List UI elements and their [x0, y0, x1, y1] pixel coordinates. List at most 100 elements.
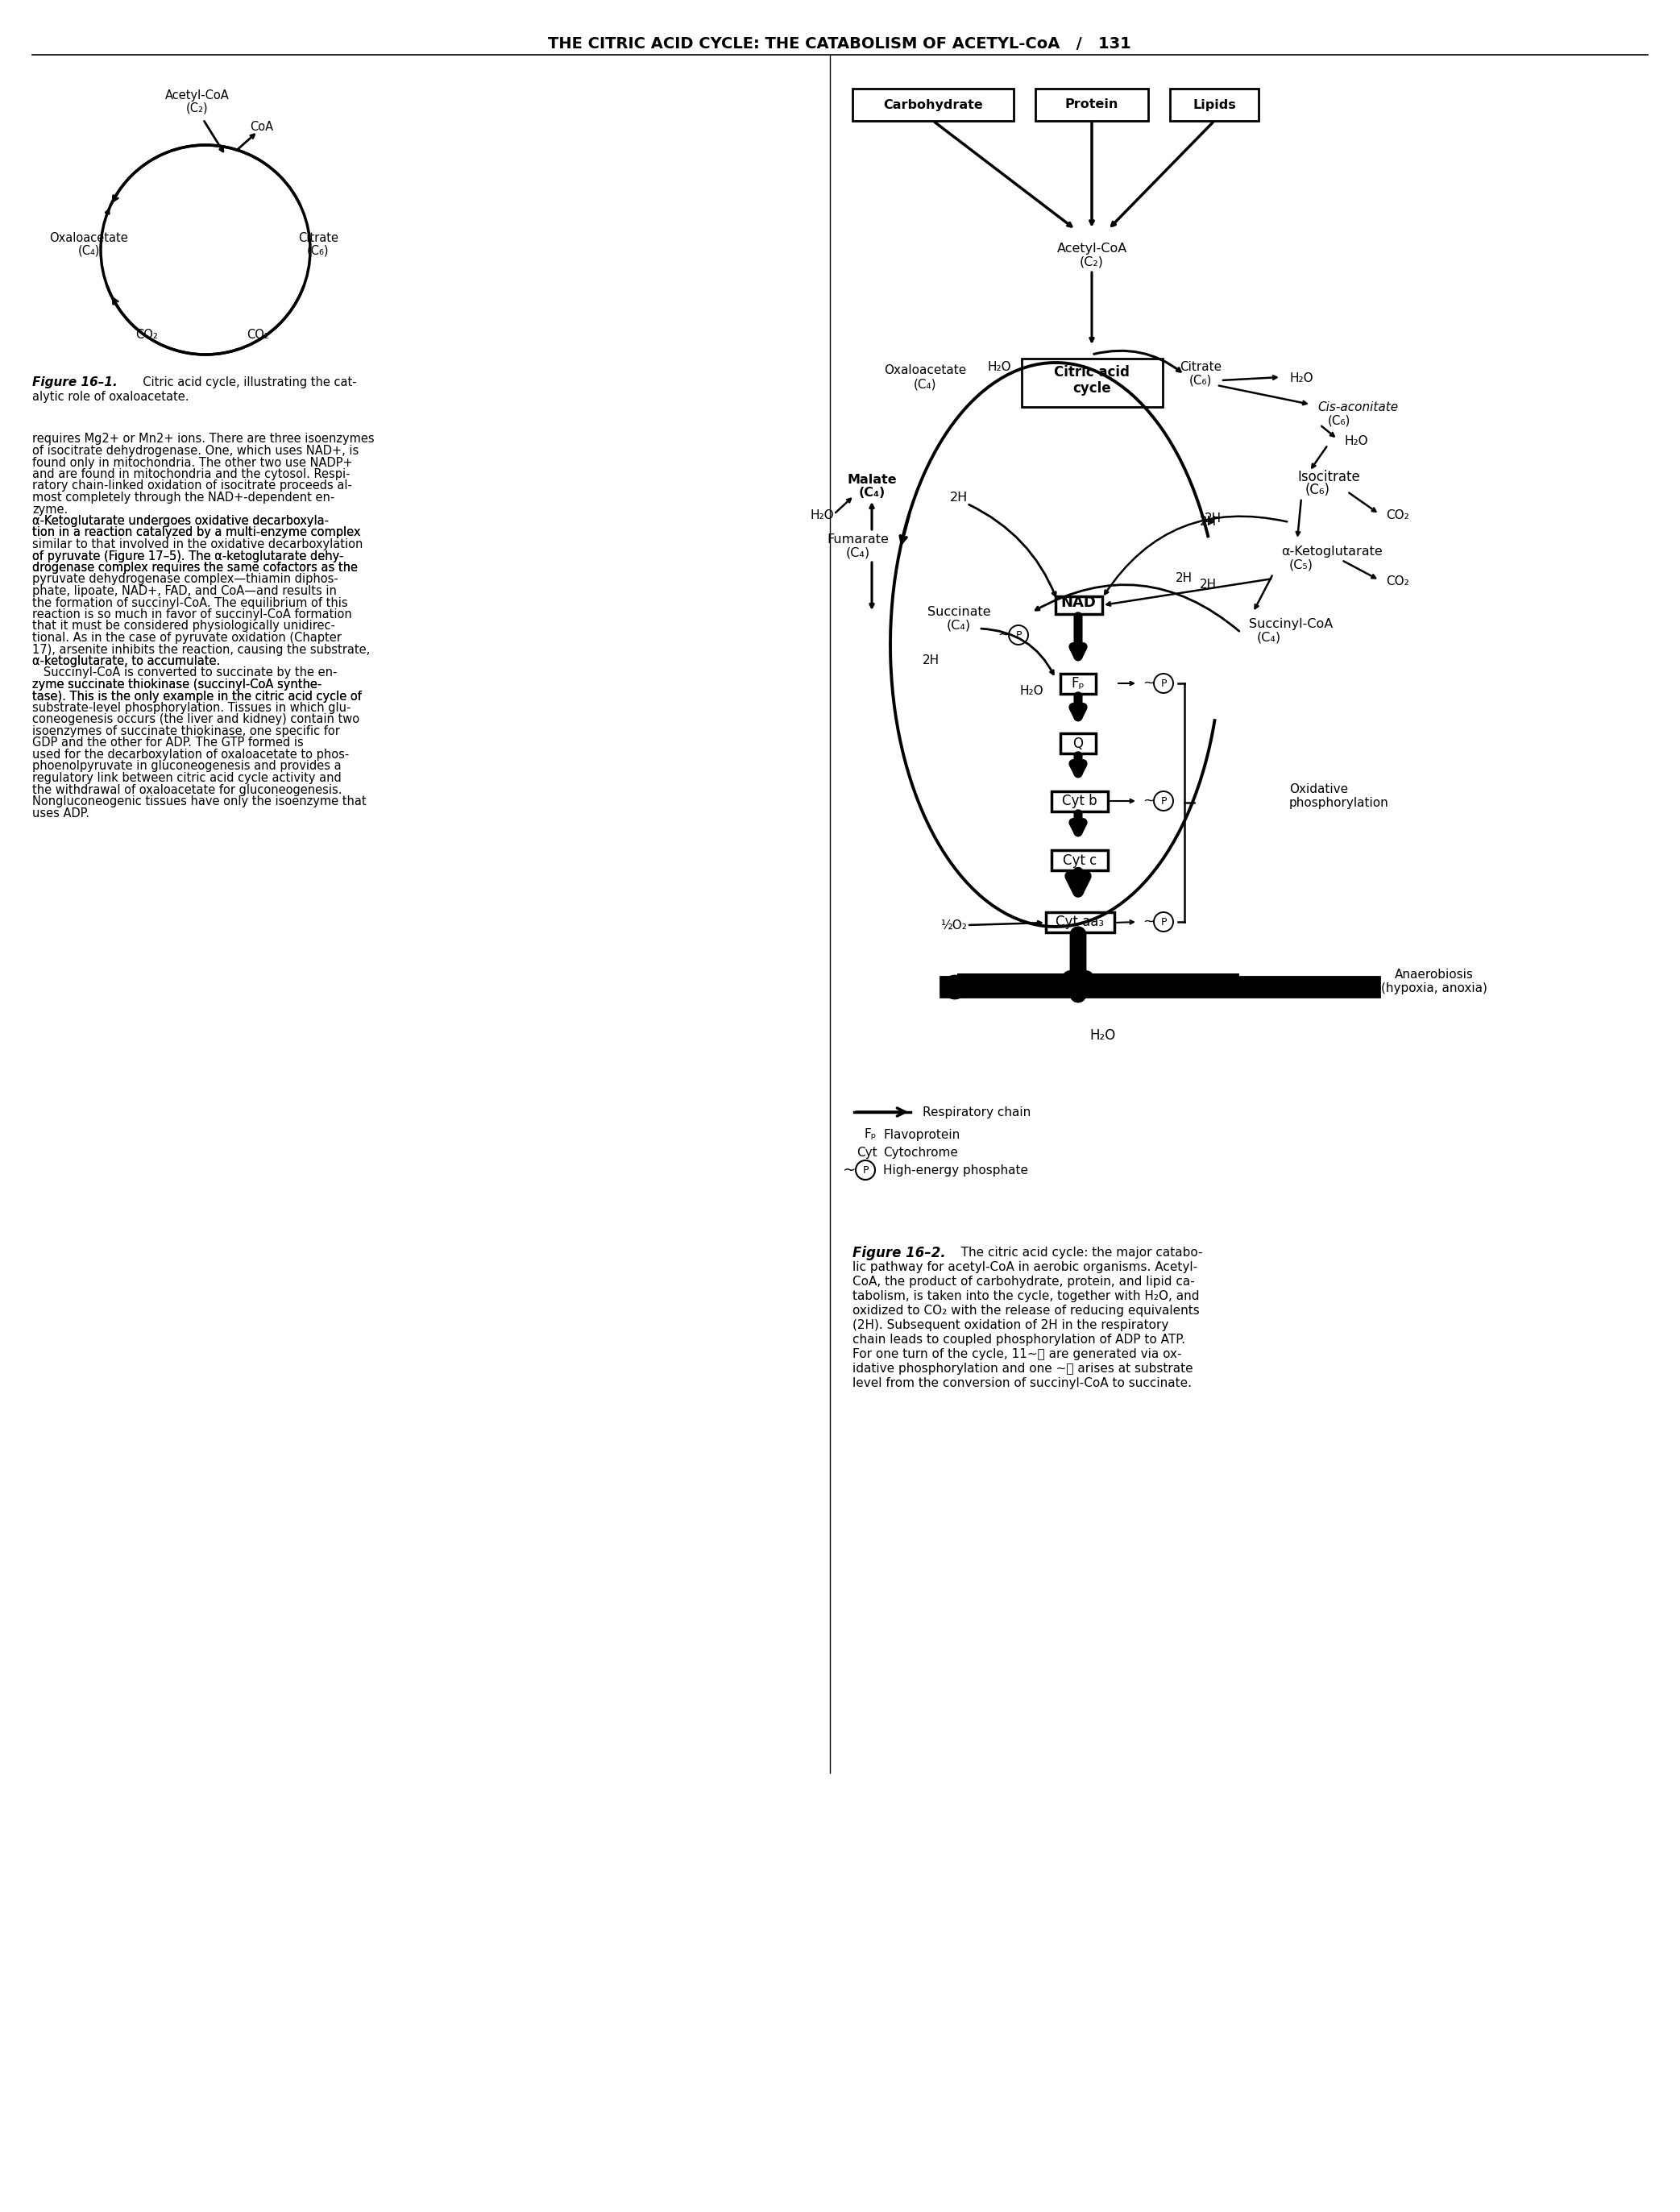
Text: Lipids: Lipids	[1193, 100, 1236, 111]
Text: 2H: 2H	[922, 655, 939, 666]
Bar	[1060, 675, 1095, 695]
Text: Cytochrome: Cytochrome	[884, 1146, 958, 1159]
Text: α-ketoglutarate, to accumulate.: α-ketoglutarate, to accumulate.	[32, 655, 220, 668]
Text: The citric acid cycle: the major catabo-: The citric acid cycle: the major catabo-	[949, 1248, 1203, 1259]
Text: P: P	[862, 1166, 869, 1175]
Text: 2H: 2H	[1200, 580, 1216, 591]
Text: of pyruvate (Figure 17–5). The α-ketoglutarate dehy-: of pyruvate (Figure 17–5). The α-ketoglu…	[32, 551, 343, 562]
Text: Acetyl-CoA: Acetyl-CoA	[1057, 241, 1127, 254]
Text: ~: ~	[843, 1164, 855, 1177]
Text: H₂O: H₂O	[1344, 436, 1368, 447]
Text: (C₂): (C₂)	[1080, 257, 1104, 268]
Text: of pyruvate (Figure 17–5). The α-ketoglutarate dehy-: of pyruvate (Figure 17–5). The α-ketoglu…	[32, 551, 343, 562]
Text: regulatory link between citric acid cycle activity and: regulatory link between citric acid cycl…	[32, 772, 341, 783]
Text: (2H). Subsequent oxidation of 2H in the respiratory: (2H). Subsequent oxidation of 2H in the …	[852, 1321, 1169, 1332]
Text: ½O₂: ½O₂	[941, 918, 968, 931]
Text: (C₄): (C₄)	[948, 619, 971, 630]
Bar	[1052, 849, 1107, 869]
Text: Cyt b: Cyt b	[1062, 794, 1097, 807]
Text: substrate-level phosphorylation. Tissues in which glu-: substrate-level phosphorylation. Tissues…	[32, 701, 351, 714]
Text: uses ADP.: uses ADP.	[32, 807, 89, 818]
Text: Fₚ: Fₚ	[864, 1128, 877, 1141]
Text: 2H: 2H	[949, 491, 968, 504]
Text: isoenzymes of succinate thiokinase, one specific for: isoenzymes of succinate thiokinase, one …	[32, 726, 339, 737]
Text: CO₂: CO₂	[136, 327, 158, 341]
Text: NAD: NAD	[1060, 595, 1095, 611]
Text: reaction is so much in favor of succinyl-CoA formation: reaction is so much in favor of succinyl…	[32, 608, 351, 622]
Text: 2H: 2H	[1200, 515, 1216, 529]
Text: that it must be considered physiologically unidirec-: that it must be considered physiological…	[32, 619, 334, 633]
Text: High-energy phosphate: High-energy phosphate	[884, 1164, 1028, 1177]
Text: P: P	[1015, 630, 1021, 639]
Text: 2H: 2H	[1205, 513, 1221, 524]
Text: Fumarate: Fumarate	[827, 533, 889, 546]
Text: H₂O: H₂O	[810, 509, 833, 522]
Text: H₂O: H₂O	[1020, 686, 1043, 697]
Bar	[852, 88, 1013, 122]
Text: cycle: cycle	[1072, 380, 1110, 396]
Text: idative phosphorylation and one ∼Ⓟ arises at substrate: idative phosphorylation and one ∼Ⓟ arise…	[852, 1363, 1193, 1376]
Text: of isocitrate dehydrogenase. One, which uses NAD+, is: of isocitrate dehydrogenase. One, which …	[32, 445, 360, 458]
Text: drogenase complex requires the same cofactors as the: drogenase complex requires the same cofa…	[32, 562, 358, 573]
Text: requires Mg2+ or Mn2+ ions. There are three isoenzymes: requires Mg2+ or Mn2+ ions. There are th…	[32, 434, 375, 445]
Text: Nongluconeogenic tissues have only the isoenzyme that: Nongluconeogenic tissues have only the i…	[32, 796, 366, 807]
Text: For one turn of the cycle, 11∼Ⓟ are generated via ox-: For one turn of the cycle, 11∼Ⓟ are gene…	[852, 1349, 1181, 1360]
Text: alytic role of oxaloacetate.: alytic role of oxaloacetate.	[32, 392, 188, 403]
Text: Isocitrate: Isocitrate	[1297, 469, 1359, 484]
Text: Protein: Protein	[1065, 100, 1119, 111]
Text: similar to that involved in the oxidative decarboxylation: similar to that involved in the oxidativ…	[32, 538, 363, 551]
Text: tion in a reaction catalyzed by a multi-enzyme complex: tion in a reaction catalyzed by a multi-…	[32, 526, 361, 540]
Text: zyme succinate thiokinase (succinyl-CoA synthe-: zyme succinate thiokinase (succinyl-CoA …	[32, 679, 321, 690]
Text: ratory chain-linked oxidation of isocitrate proceeds al-: ratory chain-linked oxidation of isocitr…	[32, 480, 353, 491]
Text: Cyt: Cyt	[857, 1146, 877, 1159]
Bar	[1169, 88, 1258, 122]
Text: P: P	[1161, 679, 1166, 688]
Text: Oxaloacetate: Oxaloacetate	[49, 232, 128, 243]
Text: (C₆): (C₆)	[1305, 482, 1331, 498]
Text: Cis-aconitate: Cis-aconitate	[1317, 400, 1398, 414]
Text: GDP and the other for ADP. The GTP formed is: GDP and the other for ADP. The GTP forme…	[32, 737, 304, 750]
Text: CO₂: CO₂	[247, 327, 269, 341]
Text: Succinyl-CoA is converted to succinate by the en-: Succinyl-CoA is converted to succinate b…	[32, 666, 338, 679]
Text: tional. As in the case of pyruvate oxidation (Chapter: tional. As in the case of pyruvate oxida…	[32, 633, 341, 644]
Bar	[1055, 597, 1102, 615]
Text: tion in a reaction catalyzed by a multi-enzyme complex: tion in a reaction catalyzed by a multi-…	[32, 526, 361, 540]
Text: Malate: Malate	[847, 473, 897, 484]
Text: Succinyl-CoA: Succinyl-CoA	[1248, 619, 1332, 630]
Text: Flavoprotein: Flavoprotein	[884, 1128, 959, 1141]
Text: 17), arsenite inhibits the reaction, causing the substrate,: 17), arsenite inhibits the reaction, cau…	[32, 644, 370, 655]
Text: tabolism, is taken into the cycle, together with H₂O, and: tabolism, is taken into the cycle, toget…	[852, 1290, 1200, 1303]
Text: (hypoxia, anoxia): (hypoxia, anoxia)	[1381, 982, 1487, 995]
Bar	[1060, 734, 1095, 754]
Text: ~: ~	[1142, 794, 1156, 807]
Text: THE CITRIC ACID CYCLE: THE CATABOLISM OF ACETYL-CoA   /   131: THE CITRIC ACID CYCLE: THE CATABOLISM OF…	[548, 38, 1131, 51]
Text: found only in mitochondria. The other two use NADP+: found only in mitochondria. The other tw…	[32, 456, 353, 469]
Text: Carbohydrate: Carbohydrate	[884, 100, 983, 111]
Text: Citric acid cycle, illustrating the cat-: Citric acid cycle, illustrating the cat-	[136, 376, 356, 389]
Text: phosphorylation: phosphorylation	[1289, 796, 1389, 810]
Text: (C₅): (C₅)	[1289, 560, 1314, 571]
Text: α-ketoglutarate, to accumulate.: α-ketoglutarate, to accumulate.	[32, 655, 220, 668]
Text: Citric acid: Citric acid	[1053, 365, 1129, 380]
Text: most completely through the NAD+-dependent en-: most completely through the NAD+-depende…	[32, 491, 334, 504]
Text: and are found in mitochondria and the cytosol. Respi-: and are found in mitochondria and the cy…	[32, 469, 349, 480]
Text: (C₄): (C₄)	[1257, 630, 1282, 644]
Text: ~: ~	[1142, 914, 1156, 929]
Text: lic pathway for acetyl-CoA in aerobic organisms. Acetyl-: lic pathway for acetyl-CoA in aerobic or…	[852, 1261, 1198, 1274]
Text: α-Ketoglutarate undergoes oxidative decarboxyla-: α-Ketoglutarate undergoes oxidative deca…	[32, 515, 329, 526]
Text: 2H: 2H	[1176, 573, 1193, 584]
Text: Respiratory chain: Respiratory chain	[922, 1106, 1032, 1117]
Text: chain leads to coupled phosphorylation of ADP to ATP.: chain leads to coupled phosphorylation o…	[852, 1334, 1186, 1347]
Text: Citrate: Citrate	[297, 232, 338, 243]
Text: (C₆): (C₆)	[1189, 374, 1211, 387]
Text: CoA, the product of carbohydrate, protein, and lipid ca-: CoA, the product of carbohydrate, protei…	[852, 1276, 1194, 1287]
Text: (C₆): (C₆)	[307, 246, 329, 257]
Bar	[1047, 911, 1114, 931]
Text: Figure 16–1.: Figure 16–1.	[32, 376, 118, 389]
Text: tase). This is the only example in the citric acid cycle of: tase). This is the only example in the c…	[32, 690, 361, 701]
Text: α-Ketoglutarate: α-Ketoglutarate	[1282, 546, 1383, 557]
Text: used for the decarboxylation of oxaloacetate to phos-: used for the decarboxylation of oxaloace…	[32, 748, 349, 761]
Text: Cyt aa₃: Cyt aa₃	[1055, 914, 1104, 929]
Text: zyme.: zyme.	[32, 504, 67, 515]
Text: Succinate: Succinate	[927, 606, 991, 619]
